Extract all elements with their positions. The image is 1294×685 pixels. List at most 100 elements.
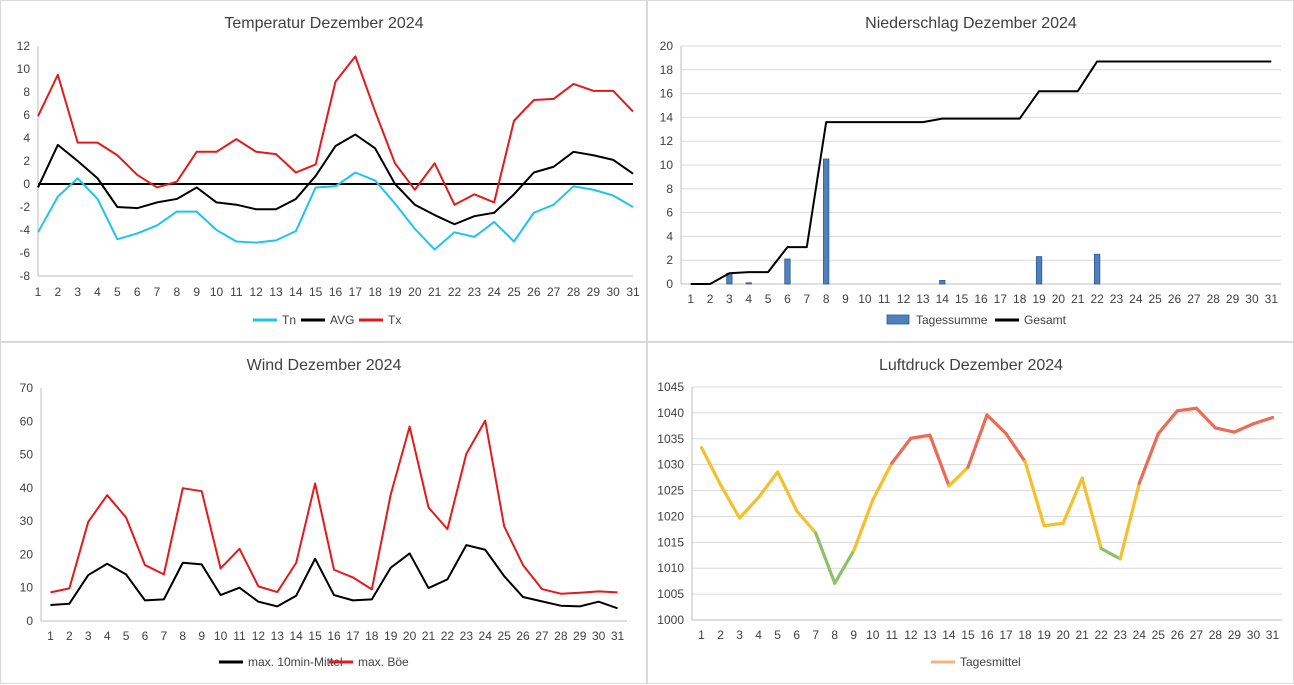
x-tick-label: 24 xyxy=(1129,292,1143,306)
chart-title: Luftdruck Dezember 2024 xyxy=(879,357,1063,374)
x-tick-label: 7 xyxy=(154,285,161,299)
x-tick-label: 8 xyxy=(179,629,186,643)
x-tick-label: 25 xyxy=(1149,292,1163,306)
y-tick-label: 30 xyxy=(20,514,34,528)
x-tick-label: 27 xyxy=(1187,292,1201,306)
series-segment-tagesmittel xyxy=(892,438,911,463)
x-tick-label: 25 xyxy=(497,629,511,643)
x-tick-label: 14 xyxy=(290,629,304,643)
x-tick-label: 22 xyxy=(448,285,462,299)
precipitation-chart: Niederschlag Dezember 202402468101214161… xyxy=(648,1,1294,343)
x-tick-label: 31 xyxy=(1266,628,1280,642)
x-tick-label: 30 xyxy=(1245,292,1259,306)
series-segment-tagesmittel xyxy=(1253,418,1272,424)
series-segment-tagesmittel xyxy=(1177,408,1196,411)
legend-label: Tn xyxy=(282,313,296,327)
y-tick-label: 4 xyxy=(666,229,673,243)
x-tick-label: 2 xyxy=(66,629,73,643)
x-tick-label: 11 xyxy=(878,292,891,306)
x-tick-label: 26 xyxy=(1168,292,1182,306)
x-tick-label: 16 xyxy=(327,629,341,643)
pressure-chart: Luftdruck Dezember 202410001005101010151… xyxy=(648,343,1294,685)
x-tick-label: 29 xyxy=(573,629,587,643)
x-tick-label: 29 xyxy=(1228,628,1242,642)
x-tick-label: 10 xyxy=(858,292,872,306)
x-tick-label: 2 xyxy=(707,292,714,306)
series-segment-tagesmittel xyxy=(1196,408,1215,428)
x-tick-label: 11 xyxy=(230,285,243,299)
x-tick-label: 4 xyxy=(104,629,111,643)
x-tick-label: 12 xyxy=(897,292,911,306)
series-segment-tagesmittel xyxy=(759,472,778,497)
x-tick-label: 11 xyxy=(886,628,899,642)
legend-label: Tagesmittel xyxy=(960,655,1021,669)
x-tick-label: 9 xyxy=(193,285,200,299)
x-tick-label: 26 xyxy=(1171,628,1185,642)
x-tick-label: 9 xyxy=(198,629,205,643)
x-tick-label: 28 xyxy=(567,285,581,299)
x-tick-label: 3 xyxy=(85,629,92,643)
series-segment-tagesmittel xyxy=(1215,428,1234,432)
series-segment-tagesmittel xyxy=(721,485,740,518)
x-tick-label: 20 xyxy=(403,629,417,643)
x-tick-label: 21 xyxy=(1071,292,1085,306)
x-tick-label: 5 xyxy=(765,292,772,306)
bar-tagessumme xyxy=(940,280,945,284)
x-tick-label: 26 xyxy=(527,285,541,299)
x-tick-label: 23 xyxy=(468,285,482,299)
x-tick-label: 9 xyxy=(842,292,849,306)
x-tick-label: 5 xyxy=(774,628,781,642)
x-tick-label: 19 xyxy=(384,629,398,643)
legend-swatch xyxy=(887,315,909,324)
legend-label: max. Böe xyxy=(358,655,409,669)
x-tick-label: 28 xyxy=(554,629,568,643)
x-tick-label: 18 xyxy=(1018,628,1032,642)
x-tick-label: 17 xyxy=(346,629,360,643)
series-segment-tagesmittel xyxy=(911,435,930,438)
series-segment-tagesmittel xyxy=(702,448,721,485)
x-tick-label: 24 xyxy=(479,629,493,643)
y-tick-label: 4 xyxy=(23,131,30,145)
series-segment-tagesmittel xyxy=(968,415,987,467)
x-tick-label: 27 xyxy=(535,629,549,643)
x-tick-label: 9 xyxy=(850,628,857,642)
x-tick-label: 16 xyxy=(329,285,343,299)
y-tick-label: 0 xyxy=(666,277,673,291)
series-segment-tagesmittel xyxy=(1120,483,1139,559)
y-tick-label: 12 xyxy=(660,134,674,148)
x-tick-label: 24 xyxy=(487,285,501,299)
y-tick-label: 8 xyxy=(23,85,30,99)
x-tick-label: 7 xyxy=(161,629,168,643)
x-tick-label: 1 xyxy=(35,285,42,299)
series-segment-tagesmittel xyxy=(778,472,797,511)
x-tick-label: 20 xyxy=(1052,292,1066,306)
x-tick-label: 14 xyxy=(289,285,303,299)
x-tick-label: 21 xyxy=(1075,628,1089,642)
series-segment-tagesmittel xyxy=(987,415,1006,434)
bar-tagessumme xyxy=(1036,257,1041,284)
x-tick-label: 2 xyxy=(54,285,61,299)
series-segment-tagesmittel xyxy=(835,551,854,584)
y-tick-label: 1045 xyxy=(657,380,684,394)
legend-label: AVG xyxy=(330,313,354,327)
x-tick-label: 12 xyxy=(904,628,918,642)
x-tick-label: 19 xyxy=(1032,292,1046,306)
series-segment-tagesmittel xyxy=(949,467,968,486)
x-tick-label: 16 xyxy=(974,292,988,306)
x-tick-label: 18 xyxy=(365,629,379,643)
series-segment-tagesmittel xyxy=(873,463,892,500)
y-tick-label: 0 xyxy=(23,177,30,191)
x-tick-label: 29 xyxy=(1226,292,1240,306)
x-tick-label: 13 xyxy=(271,629,285,643)
x-tick-label: 10 xyxy=(214,629,228,643)
x-tick-label: 12 xyxy=(252,629,266,643)
y-tick-label: 0 xyxy=(26,614,33,628)
legend-label: Tagessumme xyxy=(916,313,988,327)
x-tick-label: 16 xyxy=(980,628,994,642)
x-tick-label: 4 xyxy=(755,628,762,642)
x-tick-label: 15 xyxy=(961,628,975,642)
y-tick-label: 6 xyxy=(23,108,30,122)
series-segment-tagesmittel xyxy=(854,500,873,551)
temperature-chart: Temperatur Dezember 2024-8-6-4-202468101… xyxy=(1,1,648,343)
bar-tagessumme xyxy=(785,259,790,284)
